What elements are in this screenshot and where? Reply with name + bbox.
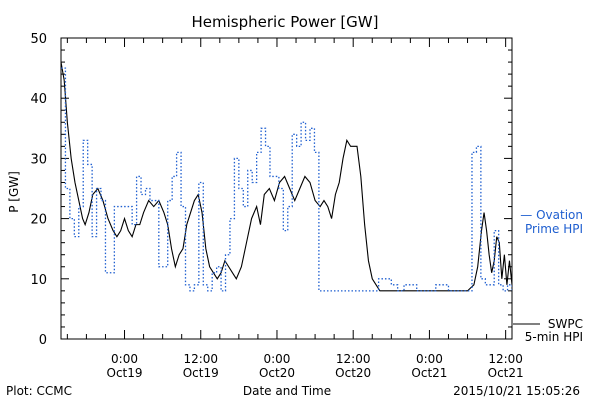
y-tick-label: 40 <box>30 92 47 107</box>
series-line-ovation <box>61 67 512 292</box>
x-axis-label: Date and Time <box>243 384 331 398</box>
plot-credit: Plot: CCMC <box>6 384 72 398</box>
y-tick-label: 0 <box>39 333 47 348</box>
plot-timestamp: 2015/10/21 15:05:26 <box>453 384 580 398</box>
x-tick-label-time: 12:00 <box>488 352 523 366</box>
x-tick-label-date: Oct19 <box>183 366 219 380</box>
y-tick-label: 20 <box>30 213 47 228</box>
series-line-swpc <box>61 61 512 292</box>
legend-swpc-line1: SWPC <box>548 317 583 331</box>
x-tick-label-date: Oct19 <box>107 366 143 380</box>
x-tick-label-time: 0:00 <box>263 352 290 366</box>
y-axis-label: P [GW] <box>7 171 21 213</box>
legend-swpc-line2: 5-min HPI <box>525 330 583 344</box>
legend-ovation-line1: — Ovation <box>520 208 583 222</box>
chart-title: Hemispheric Power [GW] <box>192 13 379 31</box>
y-tick-label: 50 <box>30 32 47 47</box>
x-tick-label-time: 0:00 <box>111 352 138 366</box>
legend-ovation-line2: Prime HPI <box>525 222 583 236</box>
x-tick-label-date: Oct21 <box>411 366 447 380</box>
y-tick-label: 30 <box>30 152 47 167</box>
x-tick-label-time: 12:00 <box>183 352 218 366</box>
plot-area: 010203040500:00Oct1912:00Oct190:00Oct201… <box>30 32 523 380</box>
x-tick-label-date: Oct20 <box>259 366 295 380</box>
x-tick-label-time: 0:00 <box>416 352 443 366</box>
x-tick-label-date: Oct21 <box>488 366 524 380</box>
y-tick-label: 10 <box>30 273 47 288</box>
x-tick-label-time: 12:00 <box>336 352 371 366</box>
x-tick-label-date: Oct20 <box>335 366 371 380</box>
plot-frame <box>60 37 513 340</box>
